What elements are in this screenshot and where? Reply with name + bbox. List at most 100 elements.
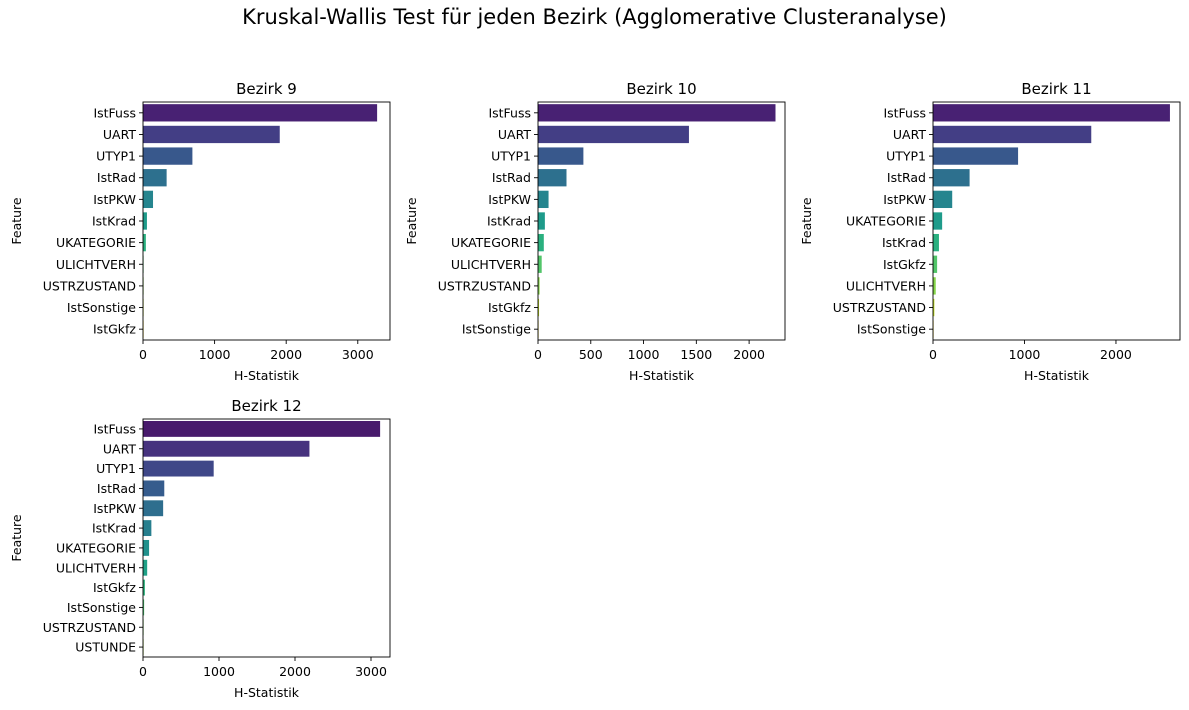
x-tick-label: 0 [534,347,542,362]
bar [143,460,214,477]
bar [143,500,164,517]
y-tick-label: UART [893,127,926,142]
y-tick-label: IstRad [97,170,136,185]
figure-title: Kruskal-Wallis Test für jeden Bezirk (Ag… [242,5,947,29]
bar [143,539,150,556]
y-tick-label: USTRZUSTAND [833,300,926,315]
bar [538,277,540,295]
y-tick-label: IstFuss [488,105,531,120]
bar [933,147,1019,165]
y-tick-label: IstGkfz [93,580,136,595]
x-tick-label: 3000 [355,664,387,679]
chart-4: IstFuss UART UTYP1 IstRad IstPKW IstKrad UKATE… [9,397,391,700]
y-tick-label: IstPKW [488,192,531,207]
subplot-title: Bezirk 12 [231,397,301,415]
bar [538,298,540,317]
x-tick-label: 2000 [270,347,302,362]
bar [143,599,145,616]
y-tick-label: IstGkfz [93,322,136,337]
x-tick-label: 2000 [279,664,311,679]
y-tick-label: IstFuss [883,105,926,120]
y-tick-label: IstRad [97,481,136,496]
x-tick-label: 1000 [203,664,235,679]
bar [933,233,939,252]
bar [933,169,970,187]
x-tick-label: 1000 [1009,347,1041,362]
y-tick-label: UTYP1 [491,149,531,164]
bar [933,190,953,209]
bar [933,125,1092,144]
subplot-title: Bezirk 10 [626,80,696,98]
y-tick-label: USTRZUSTAND [43,620,136,635]
bar [143,559,148,576]
y-tick-label: IstPKW [93,192,136,207]
y-tick-label: UKATEGORIE [451,235,531,250]
bar [538,147,584,165]
bar [538,104,776,122]
x-tick-label: 0 [929,347,937,362]
y-tick-label: ULICHTVERH [56,560,136,575]
x-axis-label: H-Statistik [629,368,695,383]
bar [933,212,943,230]
y-axis-label: Feature [9,514,24,562]
bar [143,233,146,252]
y-tick-label: UART [498,127,531,142]
y-tick-label: IstFuss [93,421,136,436]
bar [143,147,193,165]
y-tick-label: UKATEGORIE [56,540,136,555]
y-tick-label: IstSonstige [67,600,136,615]
bar [143,169,167,187]
chart-1: IstFuss UART UTYP1 IstRad IstPKW IstKrad UKATE… [9,80,391,383]
x-axis-label: H-Statistik [234,368,300,383]
y-tick-label: IstKrad [92,214,136,229]
y-tick-label: IstPKW [883,192,926,207]
y-tick-label: UART [103,127,136,142]
bar [933,104,1170,122]
x-axis-label: H-Statistik [234,685,300,700]
y-tick-label: UTYP1 [96,149,136,164]
y-tick-label: IstSonstige [857,322,926,337]
x-tick-label: 0 [139,347,147,362]
bar [143,190,154,209]
bar [143,480,165,497]
subplot-title: Bezirk 11 [1021,80,1091,98]
bar [143,104,378,122]
x-tick-label: 1500 [680,347,712,362]
bar [538,212,545,230]
x-tick-label: 3000 [342,347,374,362]
bar [538,233,544,252]
bar [143,440,310,457]
bar [933,255,938,273]
x-tick-label: 1000 [628,347,660,362]
y-tick-label: USTRZUSTAND [43,278,136,293]
y-tick-label: IstSonstige [462,322,531,337]
y-tick-label: ULICHTVERH [451,257,531,272]
bar [143,212,147,230]
y-tick-label: IstRad [492,170,531,185]
bar [143,579,145,596]
y-tick-label: IstKrad [882,235,926,250]
y-tick-label: UTYP1 [886,149,926,164]
bar [143,420,381,437]
x-tick-label: 500 [579,347,603,362]
x-axis-label: H-Statistik [1024,368,1090,383]
bar [933,277,936,295]
y-tick-label: ULICHTVERH [846,278,926,293]
x-tick-label: 2000 [733,347,765,362]
y-axis-label: Feature [404,197,419,245]
bar [538,125,689,144]
x-tick-label: 0 [139,664,147,679]
y-tick-label: UART [103,441,136,456]
y-tick-label: IstPKW [93,501,136,516]
chart-3: IstFuss UART UTYP1 IstRad IstPKW UKATEGORIE Is… [799,80,1181,383]
y-axis-label: Feature [799,197,814,245]
subplot-title: Bezirk 9 [236,80,297,98]
axes-frame [142,418,391,658]
y-tick-label: UKATEGORIE [846,214,926,229]
bar [933,298,935,317]
bar [143,125,280,144]
y-tick-label: UKATEGORIE [56,235,136,250]
y-tick-label: UTYP1 [96,461,136,476]
